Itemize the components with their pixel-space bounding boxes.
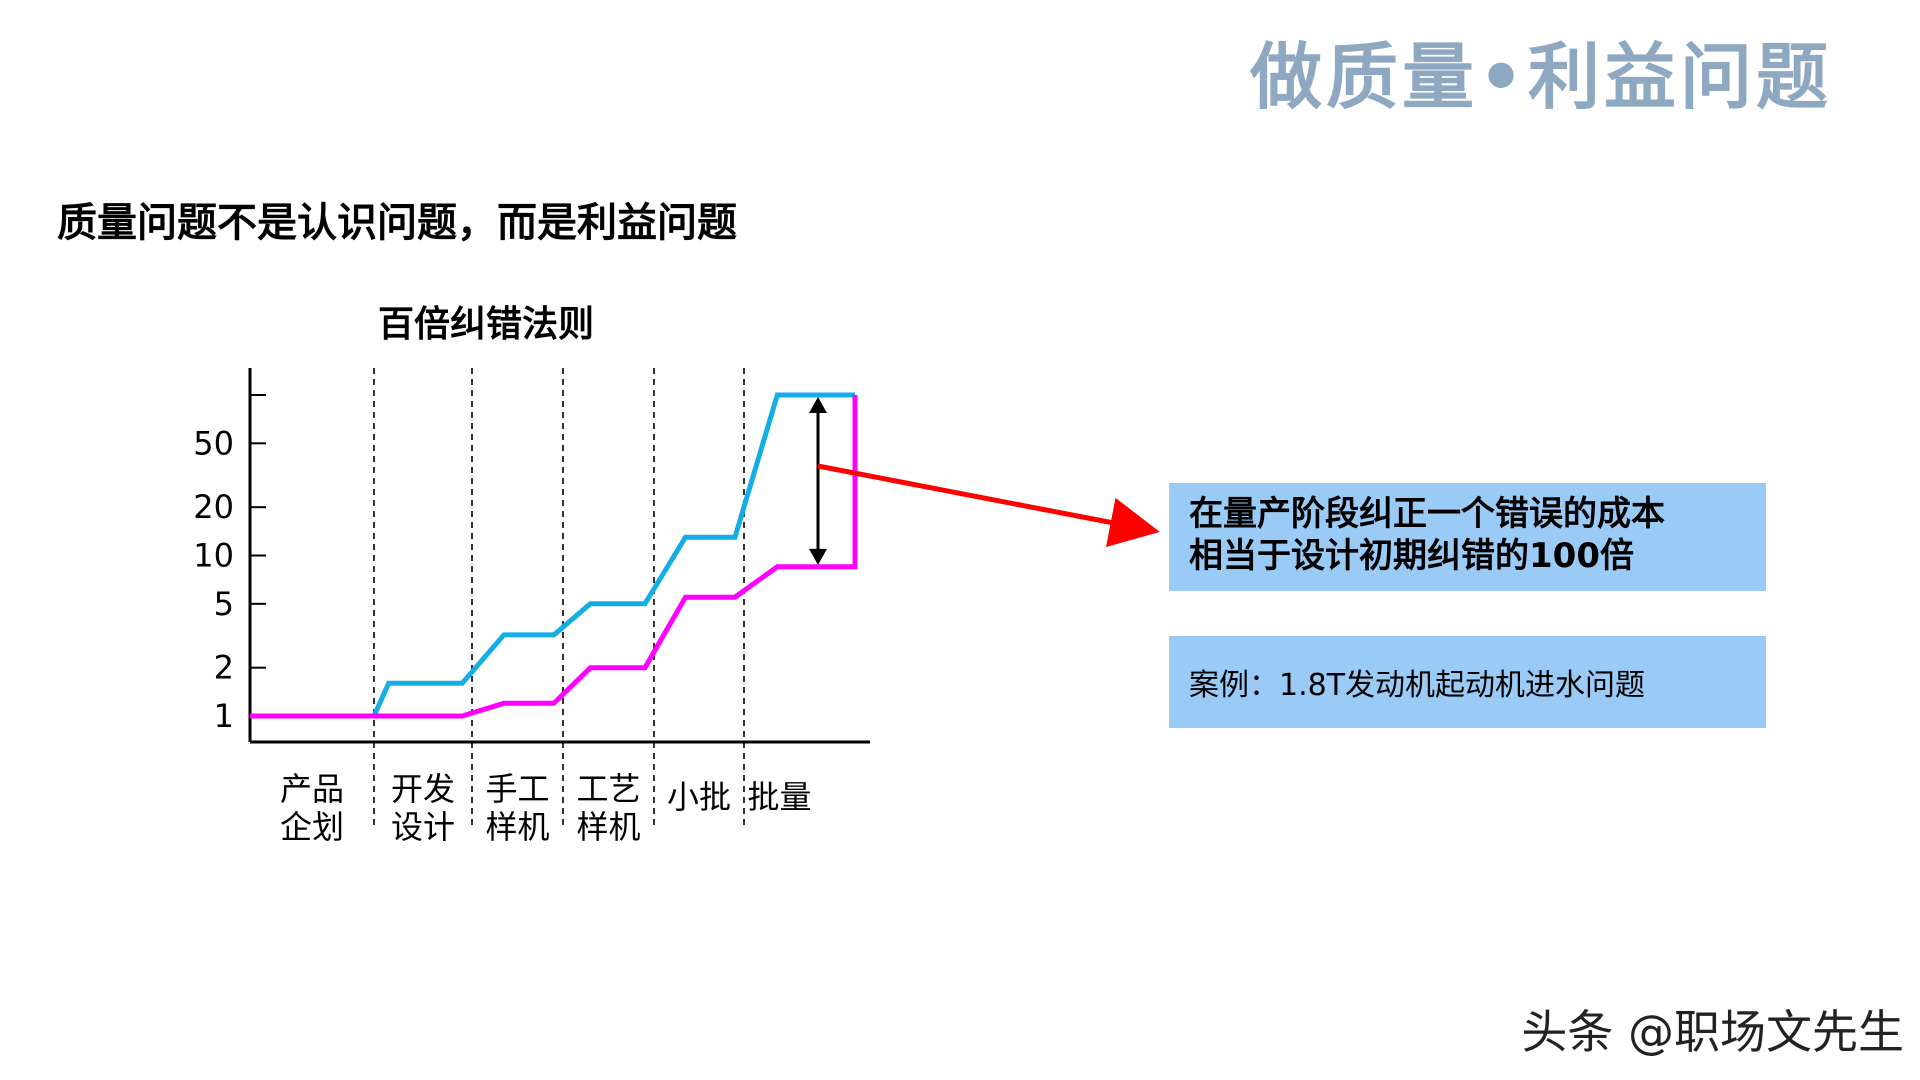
double-arrow-head-bottom <box>809 548 827 565</box>
stage-label: 手工 <box>485 770 549 808</box>
stage-label: 设计 <box>391 808 455 846</box>
watermark: 头条 @职场文先生 <box>1521 1005 1904 1059</box>
chart-title: 百倍纠错法则 <box>378 304 595 345</box>
y-tick-label: 20 <box>193 488 234 526</box>
callout-box: 在量产阶段纠正一个错误的成本 相当于设计初期纠错的100倍 <box>1169 483 1766 591</box>
series-lines <box>250 392 858 719</box>
y-tick-label: 2 <box>214 649 234 687</box>
annotations <box>809 397 827 565</box>
slide-heading: 质量问题不是认识问题，而是利益问题 <box>57 200 737 246</box>
stage-label: 工艺 <box>576 770 640 808</box>
y-tick-label: 1 <box>214 697 234 735</box>
stage-label: 开发 <box>391 770 455 808</box>
stage-label: 小批 <box>667 778 731 816</box>
double-arrow-head-top <box>809 397 827 413</box>
stage-label: 批量 <box>747 778 811 816</box>
case-box: 案例：1.8T发动机起动机进水问题 <box>1169 636 1766 728</box>
stage-label: 产品 <box>280 770 344 808</box>
y-tick-label: 10 <box>193 537 234 575</box>
callout-line-1: 在量产阶段纠正一个错误的成本 <box>1189 494 1665 534</box>
case-text: 案例：1.8T发动机起动机进水问题 <box>1189 668 1646 703</box>
stage-label: 企划 <box>280 808 344 846</box>
y-tick-label: 50 <box>193 424 234 462</box>
callout-line-2: 相当于设计初期纠错的100倍 <box>1189 536 1634 576</box>
series-line-1 <box>250 392 855 719</box>
stage-dividers <box>373 368 745 830</box>
stage-label: 样机 <box>576 808 640 846</box>
axes <box>248 368 870 744</box>
series-line-2 <box>250 395 858 719</box>
header-title: 做质量•利益问题 <box>1249 34 1832 119</box>
stage-label: 样机 <box>485 808 549 846</box>
y-tick-label: 5 <box>214 585 234 623</box>
